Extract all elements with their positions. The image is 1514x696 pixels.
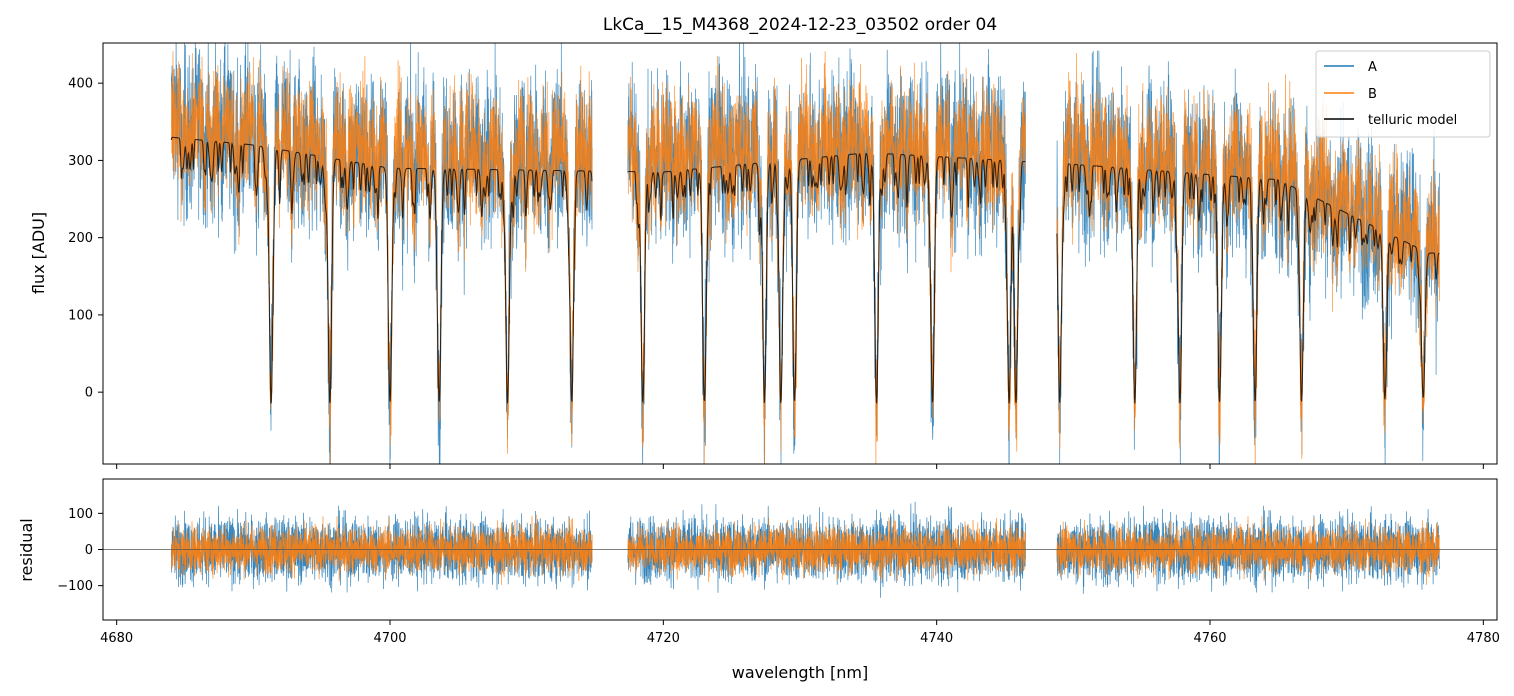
- series-telluric-model-line-2: [1056, 163, 1440, 404]
- x-tick-label-1: 4700: [373, 631, 406, 646]
- top-y-tick-label-1: 100: [68, 308, 93, 323]
- residual-plot-area: [103, 501, 1497, 598]
- legend-box: [1315, 50, 1491, 138]
- legend-label-b: B: [1368, 87, 1377, 102]
- residual-b-line-1: [627, 517, 1026, 582]
- x-tick-label-3: 4740: [920, 631, 953, 646]
- legend-label-a: A: [1368, 60, 1377, 75]
- top-axes-frame: [102, 42, 1498, 465]
- top-y-tick-label-3: 300: [68, 154, 93, 169]
- x-tick-label-5: 4780: [1467, 631, 1500, 646]
- x-tick-label-2: 4720: [647, 631, 680, 646]
- residual-b-line-0: [170, 514, 593, 585]
- top-y-tick-label-0: 0: [85, 386, 93, 401]
- legend-label-telluric: telluric model: [1368, 113, 1457, 128]
- series-telluric-model-line-0: [170, 136, 593, 404]
- top-y-tick-label-4: 400: [68, 77, 93, 92]
- top-y-axis-label: flux [ADU]: [29, 212, 48, 294]
- chart-title: LkCa__15_M4368_2024-12-23_03502 order 04: [603, 15, 997, 35]
- residual-y-tick-label-0: −100: [57, 579, 93, 594]
- series-b-line-1: [627, 51, 1026, 464]
- residual-y-axis-label: residual: [17, 518, 36, 581]
- top-y-tick-label-2: 200: [68, 231, 93, 246]
- x-tick-label-0: 4680: [100, 631, 133, 646]
- top-plot-area: [170, 43, 1440, 464]
- x-tick-label-4: 4760: [1193, 631, 1226, 646]
- residual-b-line-2: [1056, 516, 1440, 585]
- residual-y-tick-label-2: 100: [68, 507, 93, 522]
- residual-ticks: 4680 4700 4720 4740 4760 4780 −100 0 100: [57, 507, 1500, 646]
- legend: A B telluric model: [1315, 50, 1491, 138]
- x-axis-label: wavelength [nm]: [732, 663, 869, 682]
- residual-y-tick-label-1: 0: [85, 543, 93, 558]
- top-ticks: 0 100 200 300 400: [68, 77, 1484, 469]
- series-telluric-model-line-1: [627, 152, 1026, 404]
